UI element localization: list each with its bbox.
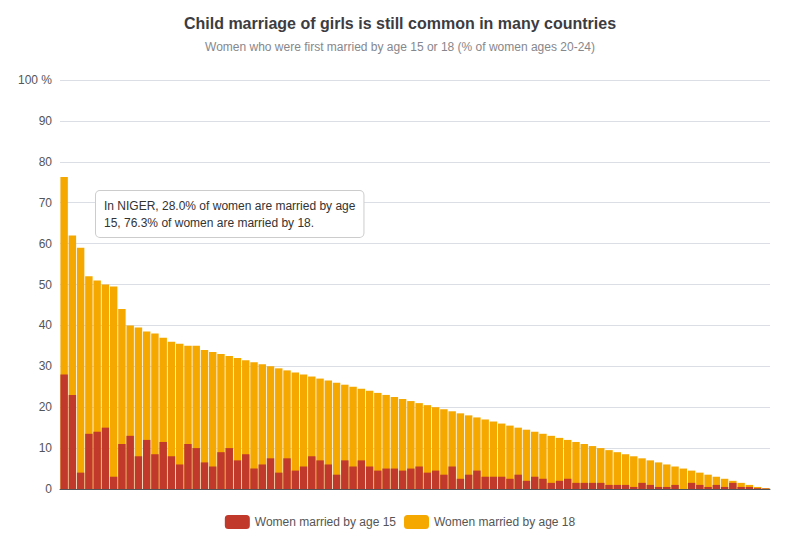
svg-text:20: 20 [39, 400, 53, 414]
svg-text:90: 90 [39, 114, 53, 128]
svg-text:80: 80 [39, 155, 53, 169]
svg-text:0: 0 [45, 482, 52, 496]
svg-text:Women who were first married b: Women who were first married by age 15 o… [205, 40, 595, 54]
svg-text:Child marriage of girls is sti: Child marriage of girls is still common … [184, 15, 616, 32]
svg-text:15, 76.3% of women are married: 15, 76.3% of women are married by 18. [104, 216, 314, 230]
svg-text:60: 60 [39, 237, 53, 251]
svg-text:70: 70 [39, 196, 53, 210]
svg-text:30: 30 [39, 359, 53, 373]
svg-text:In NIGER, 28.0% of women are m: In NIGER, 28.0% of women are married by … [104, 199, 356, 213]
svg-text:50: 50 [39, 278, 53, 292]
svg-text:40: 40 [39, 318, 53, 332]
svg-text:10: 10 [39, 441, 53, 455]
svg-text:Women married by age 15: Women married by age 15 [255, 515, 397, 529]
svg-text:100 %: 100 % [18, 73, 52, 87]
svg-text:Women married by age 18: Women married by age 18 [434, 515, 576, 529]
